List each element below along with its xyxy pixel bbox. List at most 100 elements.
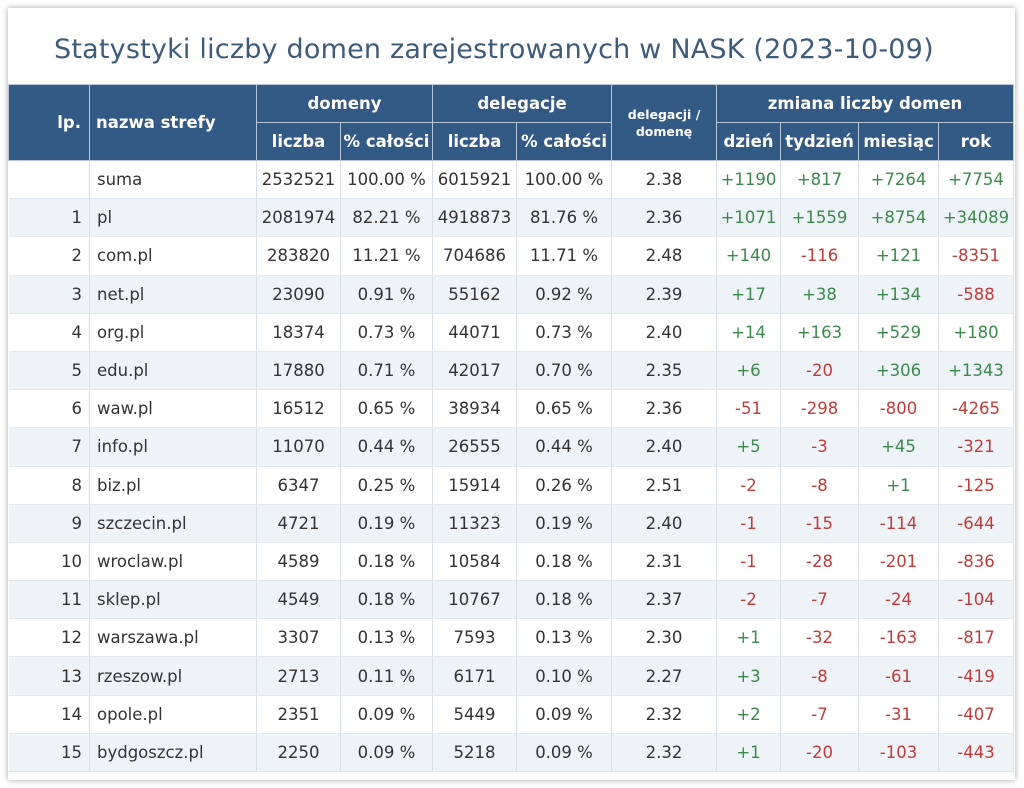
- cell-lp: 10: [8, 542, 90, 582]
- header-domains-percent: % całości: [339, 122, 434, 161]
- cell-domains-percent: 0.09 %: [340, 695, 434, 734]
- cell-change-year: -4265: [938, 389, 1015, 429]
- cell-delegations-percent: 0.65 %: [516, 389, 613, 429]
- domain-stats-table: lp. nazwa strefy domeny delegacje delega…: [8, 84, 1015, 773]
- table-row: 1 pl 2081974 82.21 % 4918873 81.76 % 2.36 +1071…: [8, 198, 1015, 238]
- cell-lp: [8, 160, 90, 200]
- cell-lp: 1: [8, 198, 90, 238]
- cell-domains-count: 17880: [256, 351, 341, 391]
- cell-change-day: +1: [716, 733, 782, 773]
- cell-change-year: -644: [938, 504, 1015, 543]
- cell-change-month: +134: [858, 275, 940, 314]
- cell-ratio: 2.36: [611, 198, 718, 238]
- cell-change-month: -61: [858, 656, 940, 696]
- cell-domains-count: 4721: [256, 504, 341, 543]
- cell-domains-count: 3307: [256, 618, 341, 658]
- cell-lp: 13: [8, 656, 90, 696]
- cell-delegations-percent: 0.09 %: [516, 695, 613, 734]
- cell-zone-name: warszawa.pl: [89, 618, 257, 658]
- cell-zone-name: sklep.pl: [89, 580, 257, 620]
- cell-lp: 9: [8, 504, 90, 543]
- cell-domains-count: 23090: [256, 275, 341, 314]
- cell-ratio: 2.39: [611, 275, 718, 314]
- cell-ratio: 2.36: [611, 389, 718, 429]
- header-delegations-group: delegacje: [432, 84, 613, 123]
- cell-domains-count: 2351: [256, 695, 341, 734]
- cell-domains-count: 18374: [256, 313, 341, 352]
- cell-change-month: -800: [858, 389, 940, 429]
- cell-change-day: -1: [716, 542, 782, 582]
- table-row: 6 waw.pl 16512 0.65 % 38934 0.65 % 2.36 -51 -298…: [8, 389, 1015, 429]
- cell-domains-percent: 0.73 %: [340, 313, 434, 352]
- cell-delegations-percent: 0.18 %: [516, 580, 613, 620]
- cell-domains-percent: 11.21 %: [340, 236, 434, 276]
- cell-domains-count: 6347: [256, 466, 341, 505]
- cell-domains-percent: 0.18 %: [340, 580, 434, 620]
- cell-zone-name: com.pl: [89, 236, 257, 276]
- cell-change-day: +17: [716, 275, 782, 314]
- cell-delegations-count: 55162: [432, 275, 518, 314]
- cell-ratio: 2.48: [611, 236, 718, 276]
- cell-lp: 15: [8, 733, 90, 773]
- cell-zone-name: rzeszow.pl: [89, 656, 257, 696]
- cell-lp: 5: [8, 351, 90, 391]
- header-ratio-line1: delegacji /: [627, 106, 701, 122]
- table-row: 12 warszawa.pl 3307 0.13 % 7593 0.13 % 2.30 +1-…: [8, 618, 1015, 658]
- cell-change-week: +38: [780, 275, 860, 314]
- cell-change-month: -114: [858, 504, 940, 543]
- cell-delegations-count: 42017: [432, 351, 518, 391]
- cell-zone-name: opole.pl: [89, 695, 257, 734]
- cell-lp: 6: [8, 389, 90, 429]
- cell-domains-percent: 0.65 %: [340, 389, 434, 429]
- cell-change-year: -321: [938, 427, 1015, 467]
- cell-change-month: +529: [858, 313, 940, 352]
- table-row: 8 biz.pl 6347 0.25 % 15914 0.26 % 2.51 -2 -8 +1 -1…: [8, 466, 1015, 505]
- cell-change-month: +8754: [858, 198, 940, 238]
- cell-change-day: -2: [716, 466, 782, 505]
- cell-domains-percent: 0.13 %: [340, 618, 434, 658]
- cell-delegations-count: 6015921: [432, 160, 518, 200]
- cell-change-month: +306: [858, 351, 940, 391]
- cell-domains-percent: 0.71 %: [340, 351, 434, 391]
- cell-ratio: 2.32: [611, 733, 718, 773]
- cell-change-day: +1: [716, 618, 782, 658]
- table-row: 4 org.pl 18374 0.73 % 44071 0.73 % 2.40 +14 +163…: [8, 313, 1015, 352]
- cell-domains-percent: 0.11 %: [340, 656, 434, 696]
- table-row: 7 info.pl 11070 0.44 % 26555 0.44 % 2.40 +5 -3 +4…: [8, 427, 1015, 467]
- header-delegations-percent: % całości: [516, 122, 613, 161]
- cell-domains-percent: 0.09 %: [340, 733, 434, 773]
- table-row: 15 bydgoszcz.pl 2250 0.09 % 5218 0.09 % 2.32 +1…: [8, 733, 1015, 773]
- table-row: 10 wroclaw.pl 4589 0.18 % 10584 0.18 % 2.31 -1-…: [8, 542, 1015, 582]
- cell-lp: 8: [8, 466, 90, 505]
- cell-delegations-percent: 0.10 %: [516, 656, 613, 696]
- cell-lp: 11: [8, 580, 90, 620]
- cell-domains-percent: 0.19 %: [340, 504, 434, 543]
- cell-zone-name: org.pl: [89, 313, 257, 352]
- cell-domains-count: 2081974: [256, 198, 341, 238]
- cell-change-year: -588: [938, 275, 1015, 314]
- cell-domains-count: 283820: [256, 236, 341, 276]
- cell-change-week: -7: [780, 580, 860, 620]
- cell-ratio: 2.32: [611, 695, 718, 734]
- header-zone-name: nazwa strefy: [89, 84, 257, 161]
- cell-change-week: -15: [780, 504, 860, 543]
- cell-ratio: 2.37: [611, 580, 718, 620]
- cell-delegations-count: 10584: [432, 542, 518, 582]
- header-delegations-count: liczba: [432, 122, 518, 161]
- cell-change-week: +163: [780, 313, 860, 352]
- table-row: 14 opole.pl 2351 0.09 % 5449 0.09 % 2.32 +2 -7 -3…: [8, 695, 1015, 734]
- cell-change-week: -8: [780, 466, 860, 505]
- cell-domains-count: 4549: [256, 580, 341, 620]
- cell-domains-count: 11070: [256, 427, 341, 467]
- cell-zone-name: wroclaw.pl: [89, 542, 257, 582]
- cell-lp: 12: [8, 618, 90, 658]
- cell-change-year: -407: [938, 695, 1015, 734]
- cell-change-year: -443: [938, 733, 1015, 773]
- cell-change-year: -817: [938, 618, 1015, 658]
- cell-change-month: -103: [858, 733, 940, 773]
- cell-change-month: +121: [858, 236, 940, 276]
- cell-delegations-percent: 0.44 %: [516, 427, 613, 467]
- cell-change-year: -836: [938, 542, 1015, 582]
- cell-delegations-percent: 0.18 %: [516, 542, 613, 582]
- cell-ratio: 2.35: [611, 351, 718, 391]
